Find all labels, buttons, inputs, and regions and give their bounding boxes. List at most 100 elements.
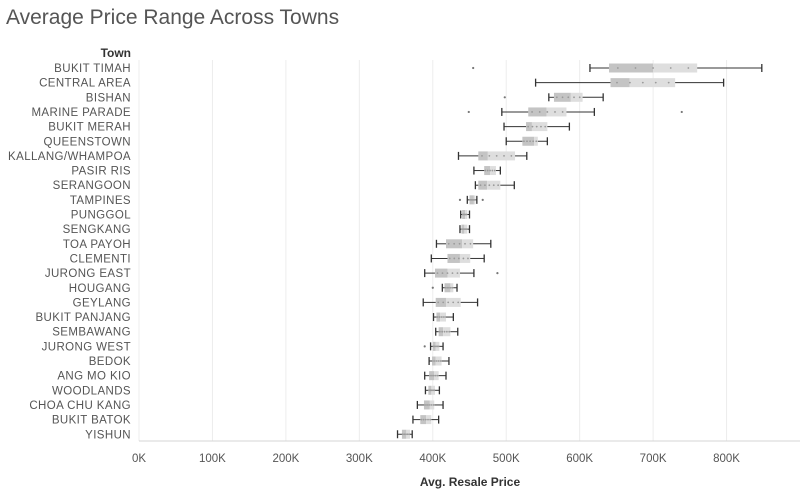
data-dot xyxy=(448,286,450,289)
data-dot xyxy=(428,404,431,406)
data-dot xyxy=(523,140,525,143)
data-dot xyxy=(492,184,495,187)
outlier-point xyxy=(472,66,475,70)
chart-title: Average Price Range Across Towns xyxy=(6,6,340,29)
town-label: TAMPINES xyxy=(70,195,131,207)
town-row: SEMBAWANG xyxy=(52,327,459,339)
data-dot xyxy=(493,169,496,172)
data-dot xyxy=(654,81,657,84)
town-label: BEDOK xyxy=(89,356,131,368)
data-dot xyxy=(531,111,533,113)
data-dot xyxy=(491,169,494,172)
data-dot xyxy=(510,155,513,157)
town-row: QUEENSTOWN xyxy=(44,136,549,148)
data-dot xyxy=(434,374,437,377)
data-dot xyxy=(529,140,531,143)
data-dot xyxy=(439,360,442,362)
data-dot xyxy=(436,374,439,377)
town-row: SENGKANG xyxy=(63,224,471,236)
data-dot xyxy=(432,389,434,392)
town-label: PASIR RIS xyxy=(71,166,131,178)
town-label: HOUGANG xyxy=(69,283,131,295)
box-upper xyxy=(447,268,460,278)
data-dot xyxy=(535,140,538,143)
town-row: WOODLANDS xyxy=(52,385,441,397)
data-dot xyxy=(479,184,482,187)
data-dot xyxy=(443,330,446,333)
data-dot xyxy=(484,169,487,172)
data-dot xyxy=(445,330,448,333)
x-axis-ticks: 0K 100K 200K 300K 400K 500K 600K 700K 800K xyxy=(132,453,740,465)
data-dot xyxy=(634,67,637,69)
data-dot xyxy=(535,125,538,128)
data-dot xyxy=(538,111,541,113)
town-label: BISHAN xyxy=(86,92,131,104)
data-dot xyxy=(442,316,445,318)
data-dot xyxy=(436,316,439,318)
data-dot xyxy=(616,81,618,84)
box-upper xyxy=(459,253,471,263)
data-dot xyxy=(616,67,619,69)
grid-lines xyxy=(138,60,728,441)
data-dot xyxy=(453,257,456,260)
data-dot xyxy=(652,67,655,69)
x-tick-label: 300K xyxy=(346,453,373,465)
town-label: BUKIT MERAH xyxy=(48,122,131,134)
outlier-point xyxy=(458,198,462,201)
town-label: KALLANG/WHAMPOA xyxy=(8,151,131,163)
data-dot xyxy=(424,404,426,406)
town-row: BUKIT PANJANG xyxy=(35,312,454,324)
town-row: BUKIT TIMAH xyxy=(54,63,763,75)
box-lower xyxy=(435,297,446,307)
data-dot xyxy=(555,96,558,99)
town-label: BUKIT PANJANG xyxy=(35,312,131,324)
data-dot xyxy=(447,242,450,245)
data-dot xyxy=(431,374,433,377)
data-dot xyxy=(567,96,570,99)
data-dot xyxy=(532,140,535,143)
data-dot xyxy=(433,345,436,348)
outlier-point xyxy=(423,345,426,348)
town-row: PASIR RIS xyxy=(71,166,501,178)
data-dot xyxy=(438,316,441,318)
data-dot xyxy=(667,81,670,84)
data-dot xyxy=(465,228,468,231)
town-row: TAMPINES xyxy=(70,195,484,207)
data-dot xyxy=(422,418,425,421)
town-row: CHOA CHU KANG xyxy=(29,400,444,412)
data-dot xyxy=(446,272,449,274)
outlier-point xyxy=(481,198,484,201)
data-dot xyxy=(447,301,450,304)
data-dot xyxy=(495,155,498,157)
data-dot xyxy=(641,81,644,84)
x-tick-label: 200K xyxy=(272,453,299,465)
data-dot xyxy=(424,418,427,421)
town-row: ANG MO KIO xyxy=(57,371,447,383)
town-rows: BUKIT TIMAH CENTRAL AREA BISHAN MARINE PARA… xyxy=(8,63,763,441)
town-row: YISHUN xyxy=(85,429,413,441)
town-row: BUKIT BATOK xyxy=(52,415,440,427)
data-dot xyxy=(554,111,556,113)
box-upper xyxy=(487,151,516,161)
box-lower xyxy=(478,180,488,190)
outlier-point xyxy=(680,110,683,114)
town-row: BEDOK xyxy=(89,356,450,368)
data-dot xyxy=(433,389,436,392)
data-dot xyxy=(432,404,435,406)
data-dot xyxy=(451,286,454,289)
data-dot xyxy=(489,169,491,172)
data-dot xyxy=(420,418,423,421)
town-row: SERANGOON xyxy=(53,180,515,192)
data-dot xyxy=(687,67,690,69)
x-tick-label: 400K xyxy=(419,453,446,465)
town-label: YISHUN xyxy=(85,429,131,441)
data-dot xyxy=(488,155,491,157)
data-dot xyxy=(440,316,443,318)
row-header: Town xyxy=(101,46,131,60)
data-dot xyxy=(469,242,472,245)
box-lower xyxy=(528,107,547,117)
town-row: CENTRAL AREA xyxy=(39,78,725,90)
town-row: JURONG EAST xyxy=(45,268,499,280)
data-dot xyxy=(406,433,409,436)
